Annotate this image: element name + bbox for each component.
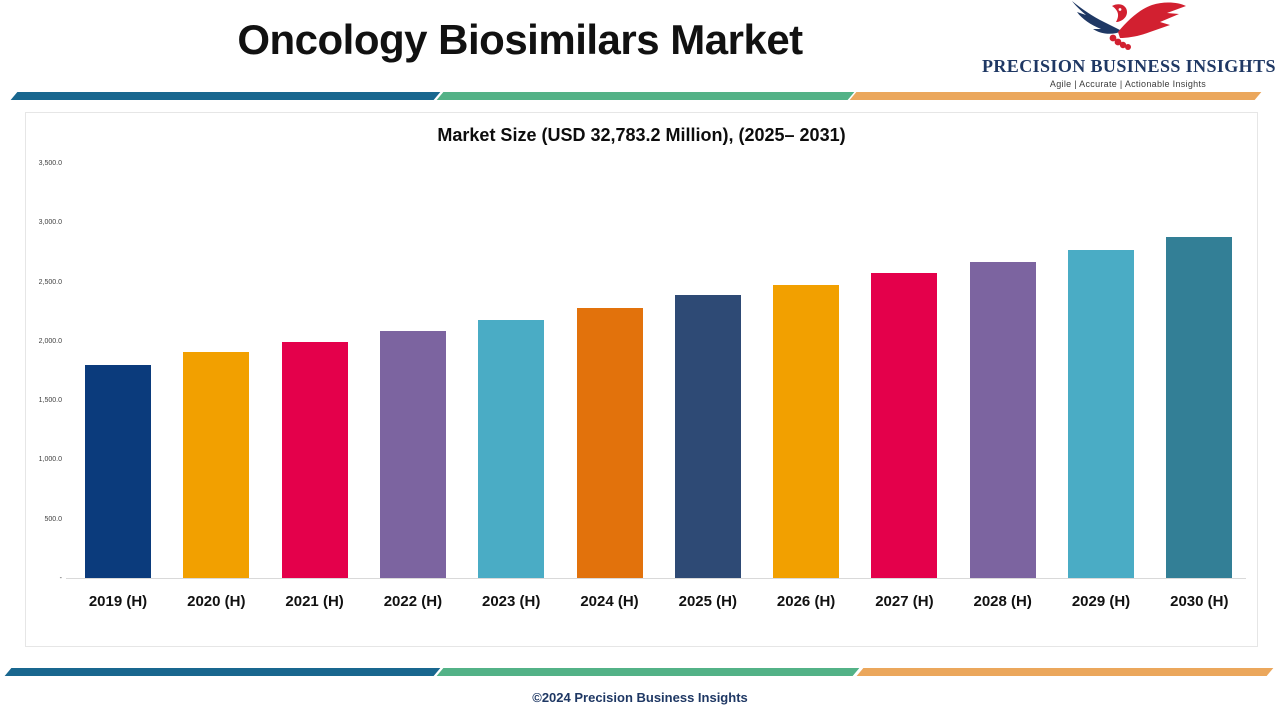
eagle-icon <box>1072 1 1186 50</box>
footer-copyright: ©2024 Precision Business Insights <box>532 690 748 705</box>
x-axis-label: 2030 (H) <box>1170 593 1229 610</box>
x-axis-label: 2020 (H) <box>187 593 246 610</box>
top-divider <box>10 92 1262 100</box>
y-axis-tick-label: 3,000.0 <box>38 219 62 227</box>
logo: PRECISION BUSINESS INSIGHTS Agile | Accu… <box>982 0 1276 89</box>
x-axis-line <box>66 578 1246 579</box>
divider-segment-orange <box>856 668 1274 676</box>
x-axis-label: 2024 (H) <box>580 593 639 610</box>
x-axis-label: 2028 (H) <box>973 593 1032 610</box>
y-axis-tick-label: 1,500.0 <box>38 397 62 405</box>
bottom-divider <box>4 668 1274 676</box>
bar-2028 (H) <box>969 262 1036 578</box>
x-axis-label: 2027 (H) <box>875 593 934 610</box>
y-axis-tick-label: 2,000.0 <box>38 337 62 345</box>
x-axis-label: 2019 (H) <box>88 593 148 610</box>
plot-area: 3,500.0 3,000.0 2,500.0 2,000.0 1,500.0 1,000… <box>39 113 1246 610</box>
chart-panel: Market Size (USD 32,783.2 Million), (202… <box>25 112 1258 647</box>
chart-title: Market Size (USD 32,783.2 Million), (202… <box>437 125 846 145</box>
divider-segment-green <box>436 668 860 676</box>
bar-2025 (H) <box>674 295 741 578</box>
bar-2029 (H) <box>1068 250 1134 578</box>
bar-2027 (H) <box>871 273 938 578</box>
logo-name: PRECISION BUSINESS INSIGHTS <box>982 56 1276 76</box>
x-axis-label: 2022 (H) <box>383 593 443 610</box>
divider-segment-orange <box>850 92 1262 100</box>
bar-2024 (H) <box>576 308 643 578</box>
bar-2030 (H) <box>1166 237 1233 578</box>
divider-segment-blue <box>4 668 441 676</box>
logo-tagline: Agile | Accurate | Actionable Insights <box>1049 79 1207 89</box>
y-axis-tick-label: 1,000.0 <box>38 456 62 464</box>
bar-2023 (H) <box>478 320 545 578</box>
x-axis-label: 2021 (H) <box>285 593 344 610</box>
x-axis-label: 2025 (H) <box>678 593 737 610</box>
divider-segment-blue <box>10 92 441 100</box>
divider-segment-green <box>436 92 854 100</box>
bar-2019 (H) <box>85 364 151 578</box>
x-axis-label: 2026 (H) <box>776 593 836 610</box>
bar-2020 (H) <box>183 352 250 578</box>
bar-2021 (H) <box>281 342 348 578</box>
y-axis-tick-label: 500.0 <box>44 515 62 523</box>
bar-2022 (H) <box>379 331 446 578</box>
y-axis-tick-label: - <box>59 575 62 582</box>
y-axis-tick-label: 3,500.0 <box>38 160 62 167</box>
x-axis-label: 2029 (H) <box>1071 593 1131 610</box>
page-title: Oncology Biosimilars Market <box>237 16 803 63</box>
y-axis-tick-label: 2,500.0 <box>38 278 62 286</box>
bar-2026 (H) <box>773 285 840 578</box>
x-axis-label: 2023 (H) <box>482 593 541 610</box>
